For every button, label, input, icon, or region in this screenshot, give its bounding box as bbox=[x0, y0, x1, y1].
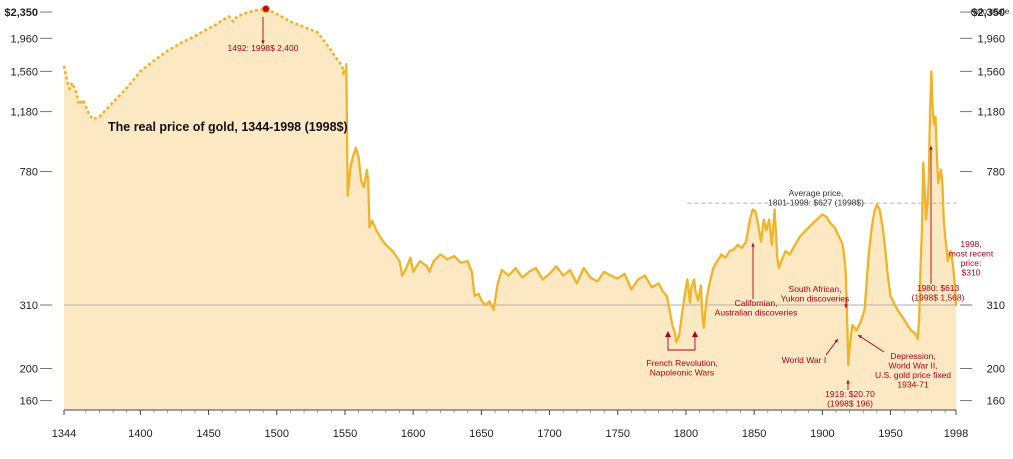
annotation-aAvg: Average price, 1801-1998: $627 (1998$) bbox=[768, 188, 864, 208]
y-tick-label-left: 160 bbox=[20, 396, 38, 408]
y-tick-label-right: 200 bbox=[987, 363, 1005, 375]
highlight-point-1492 bbox=[261, 4, 270, 14]
x-tick-label: 1450 bbox=[196, 428, 220, 440]
annotation-text-line: 1919: $20.70 bbox=[825, 389, 875, 399]
scale-note: ratio scale bbox=[971, 6, 1010, 16]
x-tick-label: 1850 bbox=[742, 428, 766, 440]
x-tick-label: 1700 bbox=[537, 428, 561, 440]
annotation-aCal: Californian, Australian discoveries bbox=[715, 243, 798, 318]
annotation-text-line: most recent bbox=[949, 249, 994, 259]
annotation-aFrench: French Revolution, Napoleonic Wars bbox=[646, 331, 718, 378]
annotation-arrowhead bbox=[846, 380, 850, 384]
annotation-text: Californian, Australian discoveries bbox=[715, 298, 798, 318]
x-tick-label: 1550 bbox=[333, 428, 357, 440]
annotation-text-line: French Revolution, bbox=[646, 358, 717, 368]
annotation-text-line: World War I bbox=[782, 355, 826, 365]
annotation-arrowhead bbox=[858, 335, 862, 339]
annotation-text: Average price, 1801-1998: $627 (1998$) bbox=[768, 188, 864, 208]
annotation-arrowhead bbox=[692, 331, 698, 337]
annotation-bracket bbox=[667, 333, 696, 351]
annotation-text-line: U.S. gold price fixed bbox=[875, 370, 951, 380]
annotation-text-line: 1998, bbox=[960, 239, 981, 249]
x-tick-label: 1600 bbox=[401, 428, 425, 440]
x-tick-label: 1800 bbox=[674, 428, 698, 440]
annotation-text-line: 1492: 1998$ 2,400 bbox=[228, 43, 299, 53]
annotation-text-line: Californian, bbox=[735, 298, 778, 308]
y-tick-label-left: 310 bbox=[20, 300, 38, 312]
annotation-arrowhead bbox=[751, 243, 755, 247]
annotation-text-line: World War II, bbox=[888, 361, 937, 371]
y-tick-label-left: 1,180 bbox=[10, 107, 38, 119]
reference-lines bbox=[64, 202, 956, 306]
x-tick-label: 1344 bbox=[52, 428, 76, 440]
y-tick-label-right: 310 bbox=[987, 300, 1005, 312]
y-tick-label-left: 1,960 bbox=[10, 33, 38, 45]
annotation-arrowhead bbox=[844, 304, 848, 308]
series-line-1 bbox=[62, 7, 347, 121]
annotation-arrowhead bbox=[834, 339, 838, 343]
x-tick-label: 1750 bbox=[606, 428, 630, 440]
series-lines bbox=[62, 7, 958, 366]
annotation-text-line: 1980: $613 bbox=[917, 283, 960, 293]
annotation-text-line: Depression, bbox=[890, 351, 935, 361]
y-ticks-right: $2,350 1,960 1,560 1,180 780 310 200 160 bbox=[960, 7, 1005, 408]
y-tick-label-left: 200 bbox=[20, 363, 38, 375]
annotation-text: French Revolution, Napoleonic Wars bbox=[646, 358, 717, 378]
y-tick-label-right: 1,180 bbox=[977, 107, 1005, 119]
annotation-text: 1998, most recent price: $310 bbox=[949, 239, 994, 278]
y-tick-label-right: 160 bbox=[987, 396, 1005, 408]
area-layer bbox=[64, 9, 956, 410]
annotation-text: South African, Yukon discoveries bbox=[781, 284, 850, 304]
x-tick-label: 1650 bbox=[469, 428, 493, 440]
annotation-text: 1492: 1998$ 2,400 bbox=[228, 43, 299, 53]
y-tick-label-right: 1,560 bbox=[977, 66, 1005, 78]
annotation-aDep: Depression, World War II, U.S. gold price … bbox=[857, 334, 951, 390]
annotation-text: 1980: $613 (1998$ 1,568) bbox=[912, 283, 965, 303]
annotation-text-line: 1934-71 bbox=[897, 380, 928, 390]
annotation-arrowhead bbox=[929, 146, 933, 150]
highlight bbox=[261, 4, 270, 14]
x-tick-label: 1998 bbox=[944, 428, 968, 440]
annotations: 1492: 1998$ 2,400 French Revolution, Napol… bbox=[228, 17, 994, 409]
y-tick-label-right: 780 bbox=[987, 167, 1005, 179]
annotation-text-line: (1998$ 1,568) bbox=[912, 293, 965, 303]
annotation-text-line: 1801-1998: $627 (1998$) bbox=[768, 198, 864, 208]
y-tick-label-left: 1,560 bbox=[10, 66, 38, 78]
annotation-text-line: Yukon discoveries bbox=[781, 294, 850, 304]
annotation-text-line: Australian discoveries bbox=[715, 308, 798, 318]
y-tick-label-right: $2,350 bbox=[971, 7, 1005, 19]
annotation-a1492: 1492: 1998$ 2,400 bbox=[228, 17, 299, 53]
annotation-aWW1: World War I bbox=[782, 338, 839, 365]
annotation-text: Depression, World War II, U.S. gold price … bbox=[875, 351, 951, 390]
annotation-a1919: 1919: $20.70 (1998$ 196) bbox=[825, 380, 875, 409]
y-tick-label-right: 1,960 bbox=[977, 33, 1005, 45]
annotation-text: 1919: $20.70 (1998$ 196) bbox=[825, 389, 875, 409]
annotation-a1998: 1998, most recent price: $310 bbox=[949, 239, 994, 278]
annotation-text-line: South African, bbox=[789, 284, 842, 294]
series-line-2 bbox=[345, 62, 958, 366]
annotation-text-line: price: bbox=[961, 258, 982, 268]
annotation-aSA: South African, Yukon discoveries bbox=[781, 284, 850, 308]
annotation-a1980: 1980: $613 (1998$ 1,568) bbox=[912, 146, 965, 303]
chart-title: The real price of gold, 1344-1998 (1998$… bbox=[108, 120, 348, 134]
annotation-text-line: Napoleonic Wars bbox=[650, 368, 714, 378]
annotation-arrowhead bbox=[261, 40, 265, 44]
annotation-text-line: Average price, bbox=[789, 188, 844, 198]
x-tick-label: 1900 bbox=[810, 428, 834, 440]
y-ticks-left: $2,350 1,960 1,560 1,180 780 310 200 160 bbox=[4, 7, 52, 408]
annotation-text-line: (1998$ 196) bbox=[827, 399, 873, 409]
y-tick-label-left: 780 bbox=[20, 167, 38, 179]
y-tick-label-left: $2,350 bbox=[4, 7, 38, 19]
annotation-text: World War I bbox=[782, 355, 826, 365]
x-ticks: 1344 1400 1450 1500 1550 1600 1650 1700 1750 1800… bbox=[52, 410, 968, 440]
axes: 1344 1400 1450 1500 1550 1600 1650 1700 1750 1800… bbox=[4, 6, 1009, 440]
x-tick-label: 1500 bbox=[265, 428, 289, 440]
annotation-arrowhead bbox=[665, 331, 671, 337]
annotation-leader bbox=[857, 334, 885, 353]
x-tick-label: 1950 bbox=[878, 428, 902, 440]
price-area bbox=[64, 9, 956, 410]
x-tick-label: 1400 bbox=[128, 428, 152, 440]
annotation-text-line: $310 bbox=[962, 268, 981, 278]
